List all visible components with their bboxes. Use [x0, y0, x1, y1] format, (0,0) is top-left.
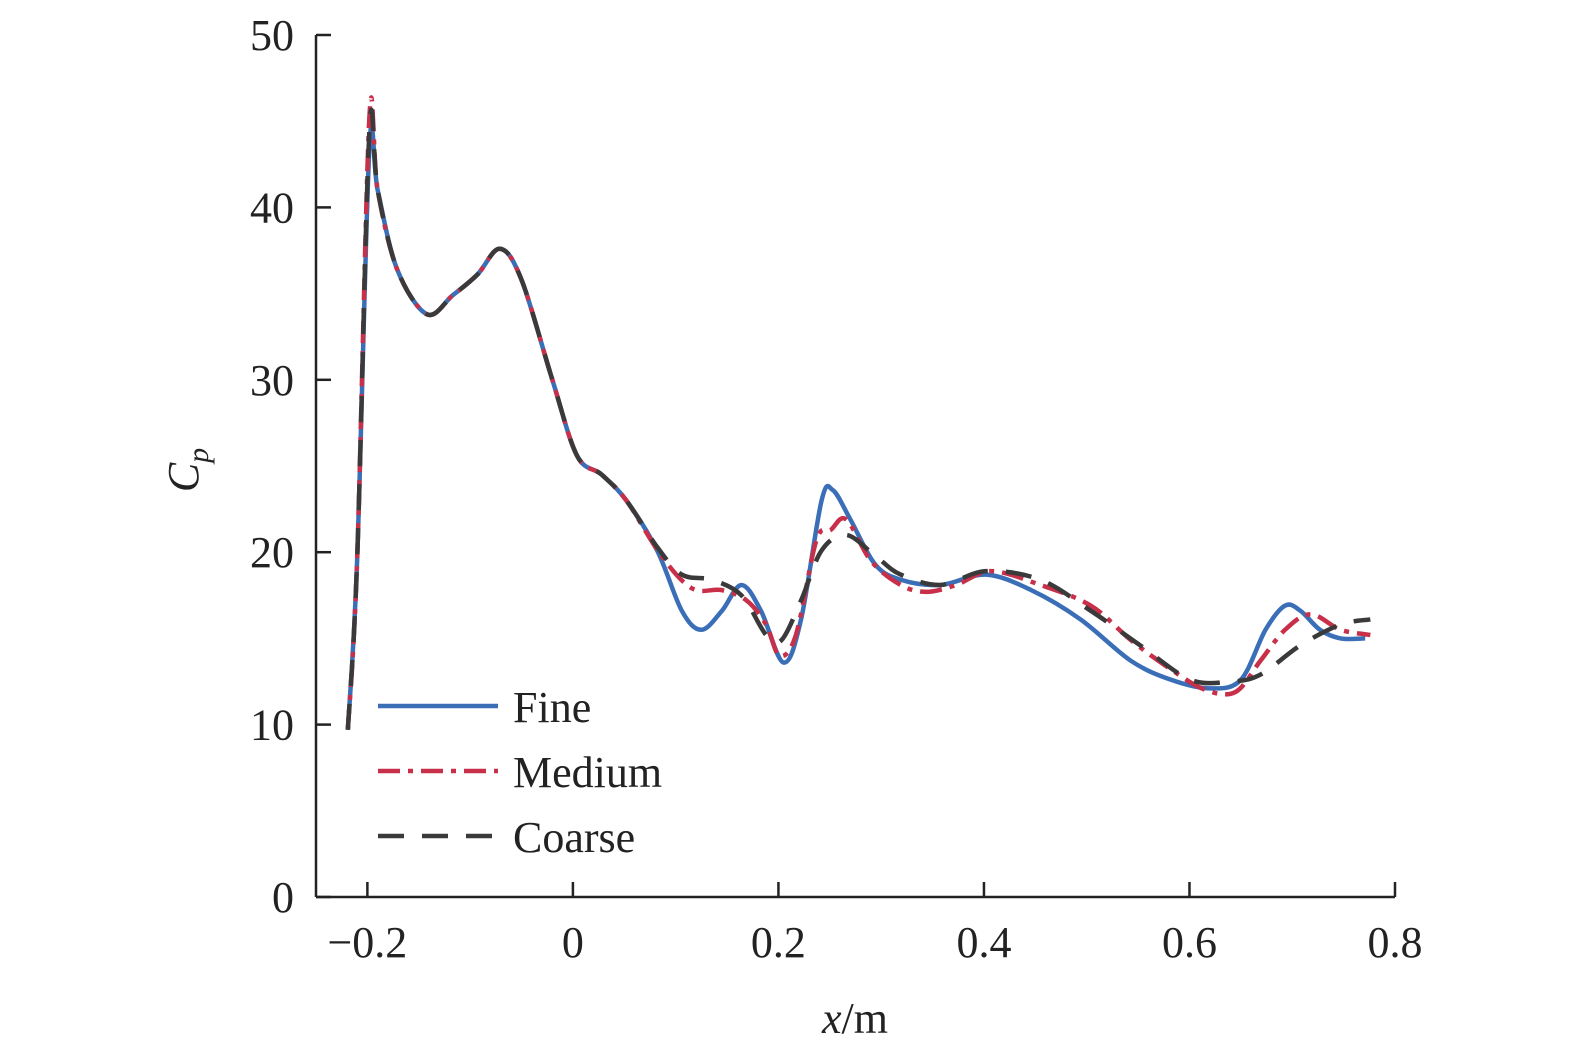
series-line-coarse: [345, 107, 1371, 730]
x-tick-label: 0.8: [1368, 918, 1423, 967]
y-axis-label: Cp: [159, 448, 215, 492]
y-tick-label: 0: [272, 873, 294, 922]
x-tick-label: 0.2: [751, 918, 806, 967]
x-tick-label: 0.6: [1162, 918, 1217, 967]
series-line-medium: [345, 95, 1371, 730]
series-line-fine: [345, 122, 1366, 730]
axes: 0 10 20 30 40 50 −0.2 0 0.2 0.4 0.6 0.8: [250, 11, 1423, 967]
y-tick-label: 20: [250, 528, 294, 577]
legend-label: Fine: [513, 683, 591, 732]
legend: Fine Medium Coarse: [378, 683, 662, 862]
x-tick-label: 0: [562, 918, 584, 967]
legend-label: Coarse: [513, 813, 635, 862]
x-tick-label: −0.2: [327, 918, 407, 967]
y-tick-label: 10: [250, 701, 294, 750]
x-tick-label: 0.4: [956, 918, 1011, 967]
legend-label: Medium: [513, 748, 662, 797]
x-axis-label: x/m: [821, 994, 888, 1043]
y-tick-label: 30: [250, 356, 294, 405]
plot-area: [345, 95, 1371, 730]
y-tick-label: 40: [250, 183, 294, 232]
y-tick-label: 50: [250, 11, 294, 60]
